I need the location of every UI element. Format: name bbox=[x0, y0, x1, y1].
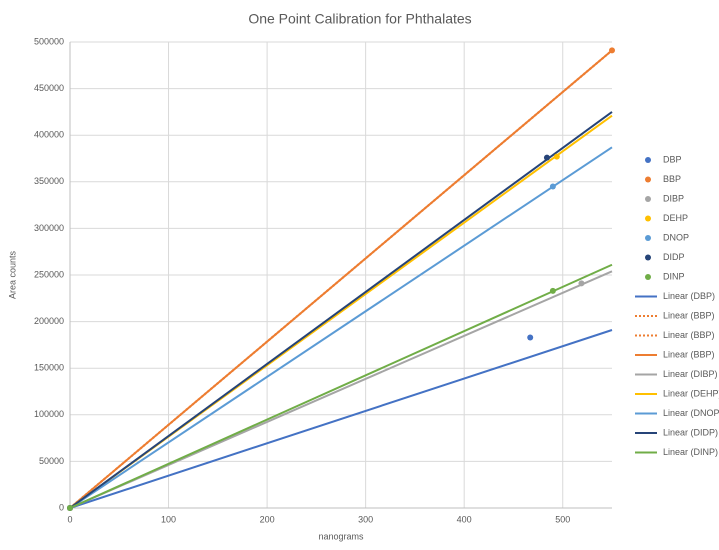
legend-marker bbox=[645, 196, 651, 202]
legend-label: DINP bbox=[663, 271, 685, 281]
x-tick-label: 100 bbox=[161, 514, 176, 524]
trend-line bbox=[69, 146, 613, 509]
y-tick-label: 450000 bbox=[34, 83, 64, 93]
y-tick-label: 300000 bbox=[34, 223, 64, 233]
legend-marker bbox=[645, 235, 651, 241]
y-tick-label: 400000 bbox=[34, 130, 64, 140]
y-tick-label: 50000 bbox=[39, 456, 64, 466]
data-point bbox=[67, 505, 73, 511]
legend-label: DIBP bbox=[663, 193, 684, 203]
y-tick-label: 200000 bbox=[34, 316, 64, 326]
legend-label: DEHP bbox=[663, 213, 688, 223]
data-point bbox=[543, 154, 550, 161]
y-axis-label: Area counts bbox=[7, 250, 17, 299]
x-tick-label: 0 bbox=[67, 514, 72, 524]
data-point bbox=[553, 153, 560, 160]
trend-line bbox=[69, 111, 613, 509]
y-tick-label: 150000 bbox=[34, 363, 64, 373]
legend-label: DNOP bbox=[663, 232, 689, 242]
legend-label: Linear (DINP) bbox=[663, 447, 718, 457]
x-tick-label: 200 bbox=[260, 514, 275, 524]
y-tick-label: 500000 bbox=[34, 36, 64, 46]
x-tick-label: 500 bbox=[555, 514, 570, 524]
chart-title: One Point Calibration for Phthalates bbox=[248, 11, 471, 27]
legend-label: DIDP bbox=[663, 252, 685, 262]
data-point bbox=[527, 334, 534, 341]
legend-marker bbox=[645, 157, 651, 163]
legend-label: Linear (DIBP) bbox=[663, 369, 718, 379]
trend-line bbox=[69, 49, 613, 509]
legend-label: Linear (DNOP) bbox=[663, 408, 719, 418]
x-tick-label: 400 bbox=[457, 514, 472, 524]
y-tick-label: 100000 bbox=[34, 409, 64, 419]
trend-line bbox=[69, 263, 613, 509]
legend-marker bbox=[645, 215, 651, 222]
legend-label: Linear (BBP) bbox=[663, 330, 715, 340]
x-tick-label: 300 bbox=[358, 514, 373, 524]
legend-marker bbox=[645, 176, 651, 183]
legend-marker bbox=[645, 274, 651, 280]
legend-label: BBP bbox=[663, 174, 681, 184]
x-axis-label: nanograms bbox=[318, 531, 364, 541]
data-point bbox=[549, 287, 556, 294]
legend-label: Linear (DBP) bbox=[663, 291, 715, 301]
data-point bbox=[549, 183, 556, 190]
legend-label: Linear (DEHP) bbox=[663, 388, 719, 398]
legend-label: DBP bbox=[663, 154, 682, 164]
legend-label: Linear (DIDP) bbox=[663, 427, 718, 437]
trend-line bbox=[69, 329, 613, 509]
legend-marker bbox=[645, 254, 651, 261]
data-point bbox=[609, 47, 615, 54]
legend-label: Linear (BBP) bbox=[663, 310, 715, 320]
y-tick-label: 250000 bbox=[34, 269, 64, 279]
data-point bbox=[578, 280, 585, 287]
y-tick-label: 350000 bbox=[34, 176, 64, 186]
legend-label: Linear (BBP) bbox=[663, 349, 715, 359]
y-tick-label: 0 bbox=[59, 502, 64, 512]
